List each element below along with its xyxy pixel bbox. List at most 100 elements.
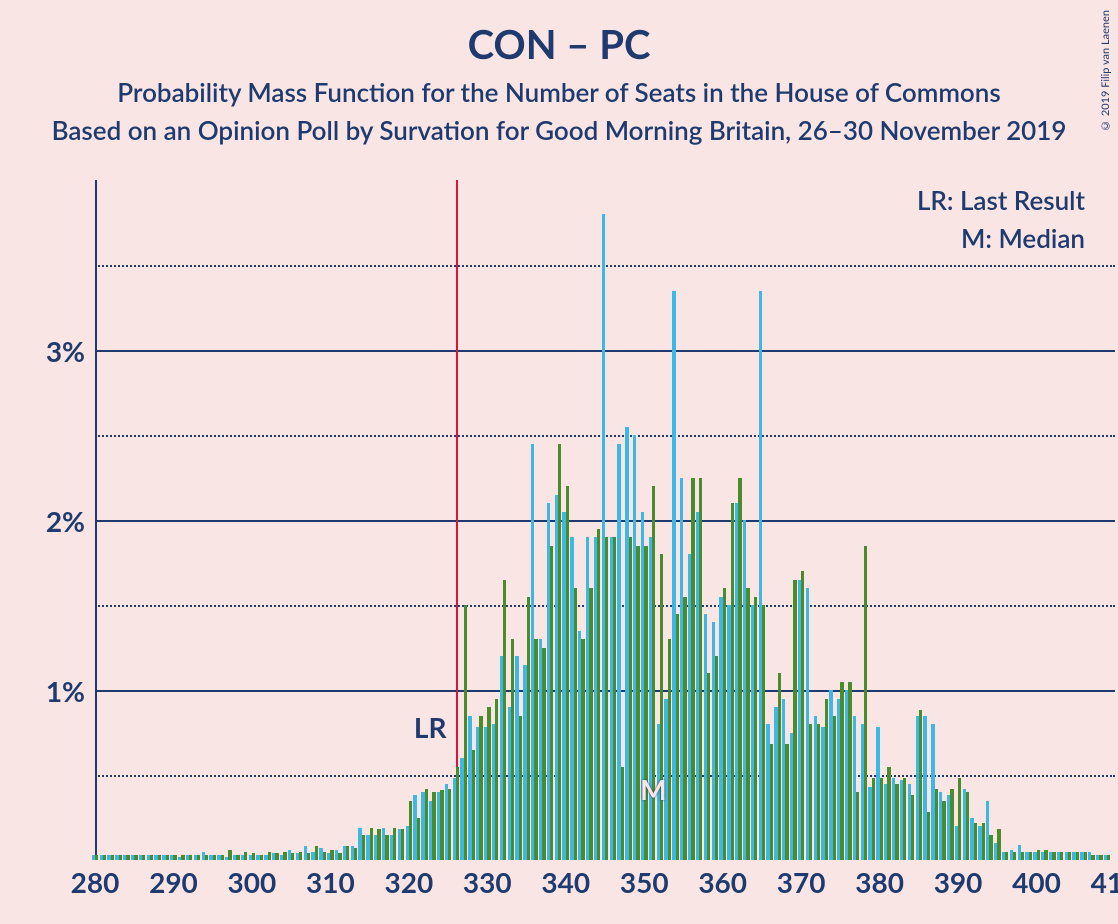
chart-title: CON – PC [0, 0, 1118, 68]
bar-green [754, 597, 757, 861]
bar-pair [1072, 852, 1079, 861]
bar-green [636, 546, 639, 861]
bar-green [1005, 852, 1008, 861]
bar-green [942, 801, 945, 861]
bar-green [707, 673, 710, 860]
bar-pair [421, 789, 428, 860]
bar-green [315, 846, 318, 860]
bar-pair [963, 789, 970, 860]
bar-green [432, 792, 435, 860]
bar-pair [343, 846, 350, 860]
bar-green [1052, 852, 1055, 861]
bar-green [864, 546, 867, 861]
bar-pair [319, 848, 326, 860]
bar-pair [170, 855, 177, 860]
bar-green [425, 789, 428, 860]
bar-green [723, 588, 726, 860]
bar-green [252, 853, 255, 860]
bar-pair [460, 605, 467, 860]
bar-green [605, 537, 608, 860]
bar-pair [986, 801, 993, 861]
bar-pair [908, 784, 915, 861]
bar-green [762, 605, 765, 860]
bar-green [464, 605, 467, 860]
bar-green [793, 580, 796, 861]
bar-pair [617, 444, 624, 861]
bar-pair [861, 546, 868, 861]
bar-pair [547, 503, 554, 860]
bar-green [1021, 852, 1024, 861]
bar-green [370, 828, 373, 860]
bar-pair [837, 682, 844, 861]
bar-green [1068, 852, 1071, 861]
bar-pair [1033, 850, 1040, 860]
bar-pair [107, 855, 114, 860]
bar-pair [531, 444, 538, 861]
bar-green [746, 588, 749, 860]
bar-green [487, 707, 490, 860]
bar-pair [1041, 850, 1048, 860]
bar-pair [931, 724, 938, 860]
bar-pair [398, 829, 405, 860]
bar-pair [476, 716, 483, 861]
bar-green [880, 778, 883, 860]
bar-pair [296, 852, 303, 861]
bar-green [817, 724, 820, 860]
bar-green [558, 444, 561, 861]
bar-pair [782, 699, 789, 861]
bar-pair [978, 823, 985, 860]
bar-green [448, 789, 451, 860]
bar-pair [570, 537, 577, 860]
bar-green [613, 537, 616, 860]
bar-pair [735, 478, 742, 861]
bar-pair [955, 778, 962, 860]
bar-green [166, 855, 169, 860]
bar-pair [1010, 850, 1017, 860]
x-tick-label: 320 [379, 865, 439, 899]
bar-green [134, 855, 137, 860]
bar-pair [704, 614, 711, 861]
x-tick-label: 350 [614, 865, 674, 899]
bar-pair [900, 778, 907, 860]
bar-green [950, 789, 953, 860]
bar-green [189, 855, 192, 860]
bar-pair [515, 656, 522, 860]
bar-green [644, 546, 647, 861]
bar-pair [162, 855, 169, 860]
bar-pair [798, 571, 805, 860]
y-tick-label: 1% [25, 674, 85, 708]
bar-pair [947, 789, 954, 860]
bar-pair [390, 828, 397, 860]
bar-pair [1049, 852, 1056, 861]
copyright-text: © 2019 Filip van Laenen [1099, 10, 1112, 132]
bar-green [393, 828, 396, 860]
bar-green [668, 639, 671, 860]
x-tick-label: 380 [850, 865, 910, 899]
bar-pair [366, 828, 373, 860]
bar-green [801, 571, 804, 860]
bar-pair [115, 855, 122, 860]
bar-pair [1018, 845, 1025, 860]
x-tick-label: 370 [771, 865, 831, 899]
bar-green [566, 486, 569, 860]
bar-pair [1104, 855, 1111, 860]
bar-green [966, 792, 969, 860]
bar-pair [508, 639, 515, 860]
bar-green [1013, 852, 1016, 861]
bar-green [213, 855, 216, 860]
bar-green [236, 855, 239, 860]
bar-pair [610, 537, 617, 860]
bar-pair [202, 852, 209, 861]
chart-subtitle-1: Probability Mass Function for the Number… [0, 68, 1118, 108]
bar-pair [453, 767, 460, 861]
bar-green [299, 852, 302, 861]
bar-green [534, 639, 537, 860]
bar-pair [657, 554, 664, 860]
bar-green [699, 478, 702, 861]
bar-pair [382, 828, 389, 860]
bar-pair [1025, 852, 1032, 861]
bar-pair [209, 855, 216, 860]
bar-pair [994, 829, 1001, 860]
bar-green [715, 656, 718, 860]
bar-green [354, 848, 357, 860]
